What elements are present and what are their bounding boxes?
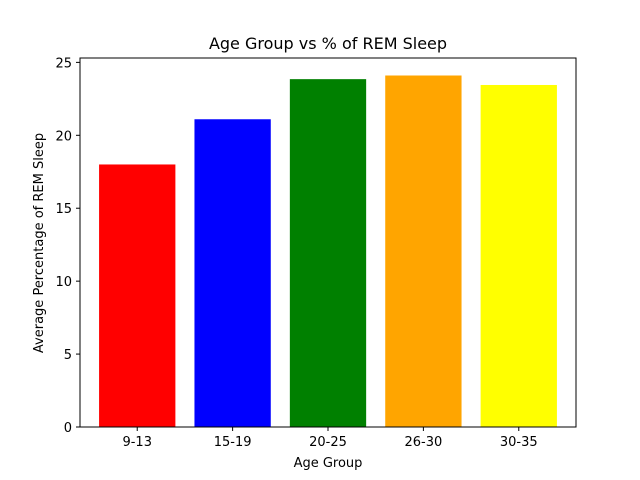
bar-26-30: [385, 75, 462, 427]
chart-title: Age Group vs % of REM Sleep: [209, 34, 447, 53]
y-axis: 0 5 10 15 20 25: [55, 56, 80, 436]
y-tick-label: 10: [55, 275, 72, 290]
x-tick-label: 30-35: [500, 435, 538, 450]
x-tick-label: 26-30: [404, 435, 442, 450]
bar-9-13: [99, 164, 176, 428]
y-axis-label: Average Percentage of REM Sleep: [32, 133, 47, 353]
y-tick-label: 0: [64, 421, 72, 436]
y-tick-label: 20: [55, 129, 72, 144]
y-tick-label: 5: [64, 348, 72, 363]
bar-20-25: [289, 79, 367, 427]
bar-15-19: [194, 119, 271, 427]
x-tick-label: 9-13: [122, 435, 152, 450]
x-tick-label: 20-25: [309, 435, 347, 450]
y-tick-label: 15: [55, 202, 72, 217]
x-axis: 9-13 15-19 20-25 26-30 30-35: [122, 427, 538, 450]
x-tick-label: 15-19: [214, 435, 252, 450]
x-axis-label: Age Group: [294, 456, 363, 471]
bar-30-35: [480, 84, 557, 428]
bars-group: [99, 75, 557, 428]
y-tick-label: 25: [55, 56, 72, 71]
